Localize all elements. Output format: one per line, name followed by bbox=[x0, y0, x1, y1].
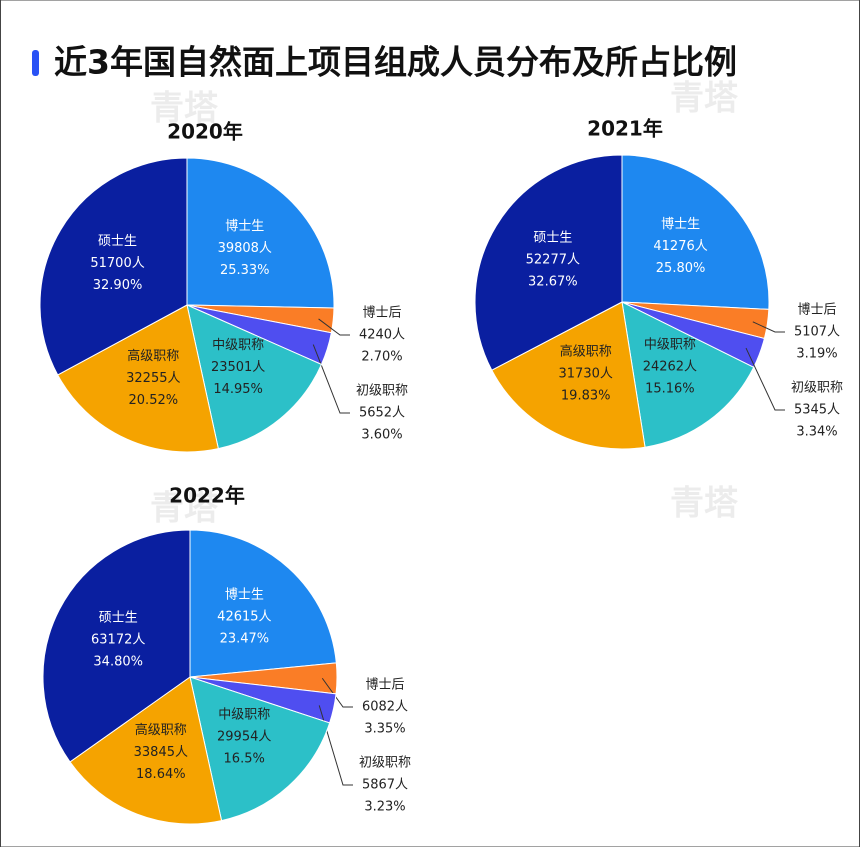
slice-label: 6082人 bbox=[362, 700, 408, 715]
slice-label: 3.23% bbox=[364, 800, 405, 815]
slice-label: 硕士生 bbox=[533, 231, 572, 246]
chart-title: 2021年 bbox=[587, 117, 663, 141]
pie-slice bbox=[186, 304, 323, 450]
pie-slice bbox=[186, 157, 335, 309]
slice-label: 20.52% bbox=[129, 393, 179, 408]
leader-line bbox=[312, 344, 350, 414]
slice-label: 15.16% bbox=[645, 382, 695, 397]
slice-label: 博士后 bbox=[797, 303, 836, 318]
slice-label: 3.60% bbox=[361, 428, 402, 443]
pie-slice bbox=[39, 157, 188, 376]
slice-label: 中级职称 bbox=[218, 707, 270, 722]
watermark: 青塔 bbox=[150, 489, 219, 529]
slice-label: 硕士生 bbox=[99, 610, 138, 625]
slice-label: 初级职称 bbox=[359, 756, 411, 771]
slice-label: 3.19% bbox=[796, 347, 837, 362]
watermark: 青塔 bbox=[670, 484, 739, 524]
pie-slice bbox=[57, 304, 219, 453]
chart-title: 2022年 bbox=[169, 484, 245, 508]
slice-label: 42615人 bbox=[217, 610, 271, 625]
slice-label: 31730人 bbox=[559, 367, 613, 382]
slice-label: 2.70% bbox=[361, 350, 402, 365]
slice-label: 19.83% bbox=[561, 389, 611, 404]
slice-label: 5107人 bbox=[794, 325, 840, 340]
slice-label: 25.33% bbox=[220, 263, 270, 278]
slice-label: 52277人 bbox=[526, 253, 580, 268]
slice-label: 博士生 bbox=[661, 217, 700, 232]
slice-label: 33845人 bbox=[134, 745, 188, 760]
watermark: 青塔 bbox=[670, 79, 739, 119]
slice-label: 高级职称 bbox=[127, 348, 179, 364]
slice-label: 41276人 bbox=[653, 239, 707, 254]
slice-label: 29954人 bbox=[217, 729, 271, 744]
slice-label: 5652人 bbox=[359, 406, 405, 421]
slice-label: 初级职称 bbox=[356, 384, 408, 399]
slice-label: 24262人 bbox=[643, 360, 697, 375]
slice-label: 16.5% bbox=[224, 751, 265, 766]
slice-label: 博士后 bbox=[362, 306, 401, 321]
watermark: 青塔 bbox=[150, 89, 219, 129]
slice-label: 63172人 bbox=[91, 632, 145, 647]
leader-line bbox=[752, 321, 785, 333]
slice-label: 32255人 bbox=[126, 371, 180, 386]
slice-label: 23.47% bbox=[220, 632, 270, 647]
pie-slice bbox=[474, 154, 623, 371]
slice-label: 中级职称 bbox=[644, 338, 696, 353]
pie-slice bbox=[621, 154, 770, 310]
slice-label: 32.67% bbox=[528, 275, 578, 290]
slice-label: 5345人 bbox=[794, 403, 840, 418]
slice-label: 25.80% bbox=[656, 261, 706, 276]
slice-label: 4240人 bbox=[359, 328, 405, 343]
title-bar bbox=[32, 50, 39, 76]
slice-label: 3.35% bbox=[364, 722, 405, 737]
leader-line bbox=[745, 347, 785, 411]
slice-label: 中级职称 bbox=[212, 338, 264, 353]
slice-label: 初级职称 bbox=[791, 381, 843, 396]
pie-slice bbox=[621, 301, 755, 448]
pie-slice bbox=[42, 529, 191, 763]
slice-label: 5867人 bbox=[362, 778, 408, 793]
pie-slice bbox=[491, 301, 646, 450]
slice-label: 高级职称 bbox=[560, 344, 612, 360]
slice-label: 博士生 bbox=[225, 588, 264, 603]
leader-line bbox=[318, 705, 353, 786]
slice-label: 34.80% bbox=[93, 654, 143, 669]
slice-label: 18.64% bbox=[136, 767, 186, 782]
chart-title: 2020年 bbox=[167, 120, 243, 144]
slice-label: 32.90% bbox=[93, 278, 143, 293]
slice-label: 高级职称 bbox=[135, 722, 187, 738]
pie-slice bbox=[189, 676, 331, 822]
slice-label: 23501人 bbox=[211, 360, 265, 375]
slice-label: 51700人 bbox=[90, 256, 144, 271]
slice-label: 39808人 bbox=[218, 241, 272, 256]
slice-label: 博士后 bbox=[365, 678, 404, 693]
slice-label: 3.34% bbox=[796, 425, 837, 440]
pie-slice bbox=[69, 676, 223, 825]
pie-slice bbox=[189, 529, 337, 678]
leader-line bbox=[321, 677, 353, 708]
slice-label: 博士生 bbox=[225, 219, 264, 234]
slice-label: 14.95% bbox=[213, 382, 263, 397]
leader-line bbox=[318, 318, 350, 336]
slice-label: 硕士生 bbox=[98, 234, 137, 249]
page-title: 近3年国自然面上项目组成人员分布及所占比例 bbox=[54, 43, 737, 82]
